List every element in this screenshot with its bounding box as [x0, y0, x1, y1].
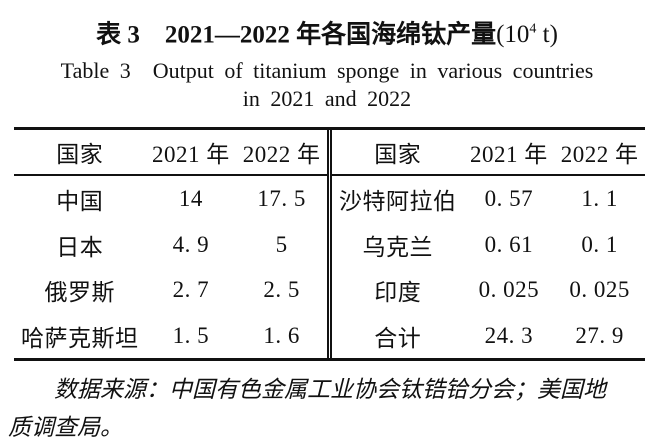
table-row: 日本 4. 9 5 — [14, 222, 327, 268]
cell-country: 乌克兰 — [362, 234, 433, 260]
data-source-note-line2: 质调查局。 — [8, 415, 123, 441]
cell-2021-value: 14 — [178, 186, 203, 212]
cell-country: 沙特阿拉伯 — [338, 189, 457, 215]
cell-2021-value: 0. 025 — [478, 277, 540, 303]
table-caption-zh: 表 3 2021—2022 年各国海绵钛产量(104 t) — [0, 12, 654, 53]
cell-2021-value: 24. 3 — [484, 322, 534, 348]
table-left-half: 国家 2021 年 2022 年 中国 14 17. 5 日本 4. 9 5 俄… — [14, 130, 327, 358]
unit-superscript: 4 — [529, 22, 537, 37]
cell-country: 俄罗斯 — [44, 280, 115, 306]
cell-2022-value: 17. 5 — [257, 186, 306, 212]
table-caption-zh-text: 表 3 2021—2022 年各国海绵钛产量 — [96, 21, 497, 49]
cell-country: 哈萨克斯坦 — [20, 325, 139, 351]
cell-2021-value: 1. 5 — [172, 322, 210, 348]
column-header-2022: 2022 年 — [242, 142, 321, 168]
cell-2021-value: 0. 61 — [484, 231, 534, 257]
table-caption-en-line2: in 2021 and 2022 — [242, 86, 412, 112]
table-row: 印度 0. 025 0. 025 — [332, 267, 645, 313]
cell-2022-value: 1. 1 — [581, 186, 618, 212]
cell-country: 合计 — [374, 325, 422, 351]
column-header-country: 国家 — [56, 142, 104, 168]
cell-2021-value: 4. 9 — [172, 231, 210, 257]
cell-2022-value: 0. 1 — [581, 231, 618, 257]
table-caption-en-line1: Table 3 Output of titanium sponge in var… — [60, 58, 594, 84]
cell-2022-value: 27. 9 — [575, 322, 624, 348]
table-header-row: 国家 2021 年 2022 年 — [332, 130, 645, 177]
cell-2022-value: 1. 6 — [263, 322, 300, 348]
data-table: 国家 2021 年 2022 年 中国 14 17. 5 日本 4. 9 5 俄… — [14, 127, 645, 362]
unit-open: (10 — [496, 21, 530, 49]
cell-country: 日本 — [56, 234, 104, 260]
cell-2022-value: 2. 5 — [263, 277, 300, 303]
table-row-total: 合计 24. 3 27. 9 — [332, 313, 645, 359]
cell-country: 中国 — [56, 189, 104, 215]
cell-2021-value: 0. 57 — [484, 186, 534, 212]
data-source-note-line1: 数据来源：中国有色金属工业协会钛锆铪分会；美国地 — [54, 377, 606, 403]
table-row: 沙特阿拉伯 0. 57 1. 1 — [332, 176, 645, 222]
table-row: 乌克兰 0. 61 0. 1 — [332, 222, 645, 268]
table-header-row: 国家 2021 年 2022 年 — [14, 130, 327, 177]
table-row: 中国 14 17. 5 — [14, 176, 327, 222]
data-source-note: 数据来源：中国有色金属工业协会钛锆铪分会；美国地 质调查局。 — [8, 371, 646, 442]
column-header-2021: 2021 年 — [151, 142, 230, 168]
table-caption-unit: (104 t) — [496, 21, 558, 48]
unit-close: t) — [536, 21, 558, 49]
column-header-2021: 2021 年 — [469, 142, 548, 168]
table-row: 俄罗斯 2. 7 2. 5 — [14, 267, 327, 313]
column-header-country: 国家 — [374, 142, 422, 168]
table-row: 哈萨克斯坦 1. 5 1. 6 — [14, 313, 327, 359]
cell-2022-value: 0. 025 — [569, 277, 630, 303]
cell-2022-value: 5 — [275, 231, 288, 257]
table-right-half: 国家 2021 年 2022 年 沙特阿拉伯 0. 57 1. 1 乌克兰 0.… — [327, 130, 645, 359]
cell-country: 印度 — [374, 280, 422, 306]
column-header-2022: 2022 年 — [560, 142, 639, 168]
cell-2021-value: 2. 7 — [172, 277, 210, 303]
